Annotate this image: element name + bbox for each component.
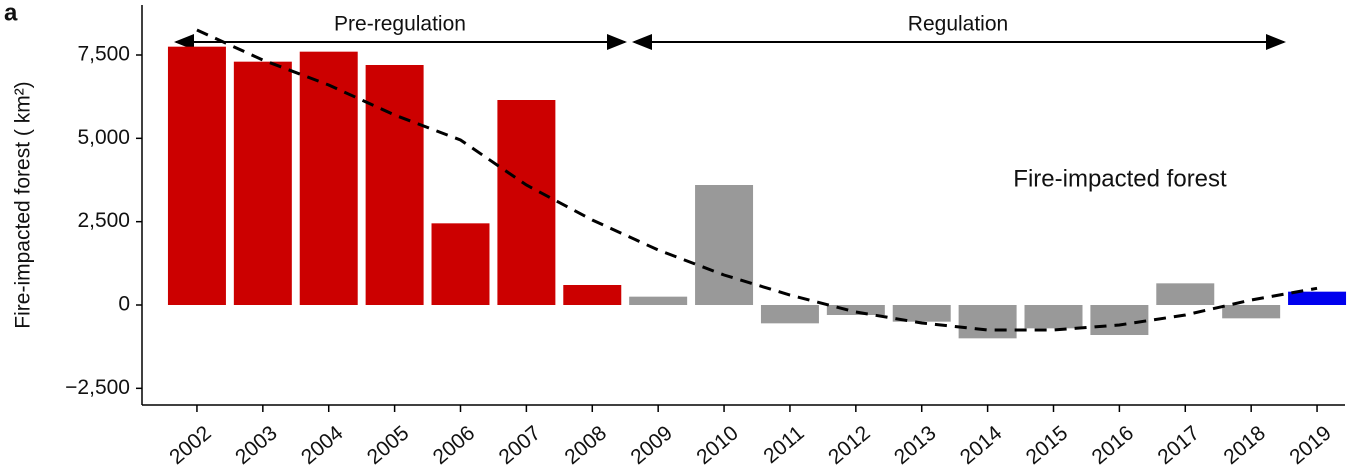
bar [233, 61, 292, 305]
x-tick-label: 2018 [1219, 421, 1270, 465]
y-tick-label: 0 [118, 293, 130, 316]
period-label: Pre-regulation [334, 13, 466, 36]
y-tick-label: −2,500 [65, 376, 130, 399]
period-label: Regulation [908, 13, 1008, 36]
bar [167, 46, 226, 306]
bar [958, 305, 1017, 339]
y-tick-label: 5,000 [77, 126, 130, 149]
x-tick-label: 2008 [560, 421, 611, 465]
x-tick-label: 2006 [429, 421, 480, 465]
bar [1288, 291, 1347, 305]
bar [497, 100, 556, 305]
bar [563, 285, 622, 305]
trend-line [196, 28, 1318, 332]
bar [1024, 305, 1083, 329]
x-tick-label: 2017 [1153, 421, 1204, 465]
y-axis-label: Fire-impacted forest ( km²) [12, 81, 35, 328]
bar [1090, 305, 1149, 335]
bar [695, 185, 754, 305]
bar [365, 65, 424, 305]
x-tick-label: 2012 [824, 421, 875, 465]
x-tick-label: 2007 [495, 421, 546, 465]
x-tick-label: 2014 [956, 421, 1007, 465]
bar [760, 305, 819, 324]
x-tick-label: 2004 [297, 421, 348, 465]
bar [1156, 283, 1215, 305]
x-tick-label: 2010 [692, 421, 743, 465]
x-tick-label: 2005 [363, 421, 414, 465]
panel-label: a [4, 0, 18, 26]
annotation: Fire-impacted forest [1013, 165, 1227, 192]
y-tick-label: 2,500 [77, 209, 130, 232]
x-tick-label: 2009 [626, 421, 677, 465]
x-tick-label: 2016 [1088, 421, 1139, 465]
bar [826, 305, 885, 315]
bar [299, 51, 358, 305]
y-tick-label: 7,500 [77, 43, 130, 66]
x-tick-label: 2011 [759, 421, 808, 465]
bar [431, 223, 490, 305]
x-tick-label: 2013 [890, 421, 941, 465]
x-tick-label: 2002 [165, 421, 216, 465]
x-tick-label: 2015 [1022, 421, 1073, 465]
x-tick-label: 2003 [231, 421, 282, 465]
bar [1222, 305, 1281, 319]
bar [629, 296, 688, 305]
x-tick-label: 2019 [1285, 421, 1336, 465]
bar [892, 305, 951, 322]
